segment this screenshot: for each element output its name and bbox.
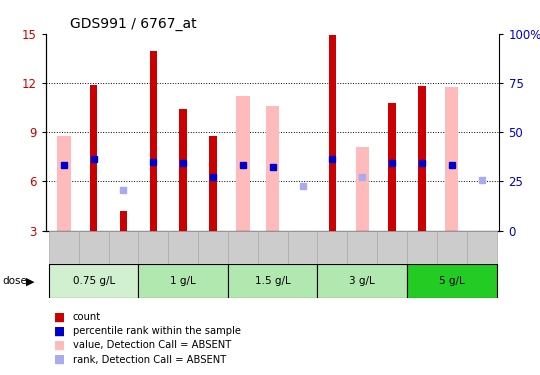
Text: GDS991 / 6767_at: GDS991 / 6767_at bbox=[70, 17, 197, 31]
Bar bbox=[236, 96, 249, 231]
Text: 5 g/L: 5 g/L bbox=[439, 276, 464, 286]
Bar bbox=[355, 147, 369, 231]
Text: percentile rank within the sample: percentile rank within the sample bbox=[73, 326, 241, 336]
Bar bbox=[138, 264, 228, 298]
Bar bbox=[138, 231, 168, 264]
Bar bbox=[377, 231, 407, 264]
Bar bbox=[49, 231, 79, 264]
Bar bbox=[90, 85, 97, 231]
Text: dose: dose bbox=[3, 276, 28, 286]
Bar bbox=[79, 231, 109, 264]
Text: ▶: ▶ bbox=[26, 276, 35, 286]
Bar bbox=[407, 264, 496, 298]
Text: ■: ■ bbox=[54, 353, 65, 366]
Text: count: count bbox=[73, 312, 101, 322]
Text: value, Detection Call = ABSENT: value, Detection Call = ABSENT bbox=[73, 340, 231, 350]
Text: ■: ■ bbox=[54, 325, 65, 338]
Bar bbox=[467, 231, 496, 264]
Text: rank, Detection Call = ABSENT: rank, Detection Call = ABSENT bbox=[73, 355, 226, 364]
Bar bbox=[437, 231, 467, 264]
Text: ■: ■ bbox=[54, 310, 65, 323]
Bar bbox=[418, 86, 426, 231]
Bar bbox=[318, 231, 347, 264]
Bar bbox=[57, 136, 71, 231]
Bar bbox=[198, 231, 228, 264]
Bar bbox=[120, 211, 127, 231]
Text: 1 g/L: 1 g/L bbox=[170, 276, 196, 286]
Bar bbox=[109, 231, 138, 264]
Bar bbox=[329, 34, 336, 231]
Bar bbox=[445, 87, 458, 231]
Bar bbox=[318, 264, 407, 298]
Text: 1.5 g/L: 1.5 g/L bbox=[255, 276, 291, 286]
Bar bbox=[210, 136, 217, 231]
Text: 0.75 g/L: 0.75 g/L bbox=[72, 276, 115, 286]
Bar bbox=[49, 264, 138, 298]
Bar bbox=[228, 231, 258, 264]
Bar bbox=[266, 106, 279, 231]
Bar bbox=[179, 109, 187, 231]
Bar bbox=[258, 231, 288, 264]
Bar bbox=[228, 264, 318, 298]
Bar bbox=[168, 231, 198, 264]
Bar bbox=[407, 231, 437, 264]
Text: 3 g/L: 3 g/L bbox=[349, 276, 375, 286]
Bar bbox=[150, 51, 157, 231]
Bar bbox=[347, 231, 377, 264]
Text: ■: ■ bbox=[54, 339, 65, 352]
Bar bbox=[388, 103, 396, 231]
Bar bbox=[288, 231, 318, 264]
